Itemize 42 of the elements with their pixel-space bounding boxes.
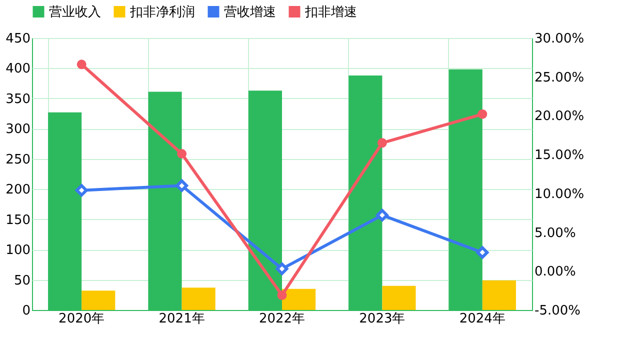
y2-tick-label: 0.00% [534,264,576,280]
x-tick-label: 2023年 [359,312,406,326]
x-tick-label: 2024年 [459,312,506,326]
point [75,184,88,197]
y-tick-label: 50 [14,273,30,288]
y-tick-label: 450 [6,32,30,46]
x-tick-label: 2021年 [158,312,205,326]
point [277,290,287,300]
point [177,149,187,159]
point [76,60,86,70]
y-tick-label: 200 [6,182,30,198]
point [376,208,388,222]
y2-tick-label: 25.00% [534,70,584,86]
y-tick-label: 400 [6,62,30,77]
x-tick-label: 2020年 [58,312,105,326]
legend-label: 营收增速 [224,4,276,20]
y2-tick-label: 5.00% [534,226,576,241]
y2-tick-label: 30.00% [534,32,584,46]
bar [82,290,116,310]
y2-tick-label: 10.00% [534,186,584,202]
legend-label: 扣非净利润 [129,4,195,20]
point [176,179,188,192]
y-tick-label: 150 [6,212,30,228]
legend-label: 营业收入 [49,4,101,20]
y-tick-label: 350 [6,92,30,107]
legend-label: 扣非增速 [304,4,357,20]
bar [382,286,416,310]
bar [182,288,216,310]
y2-tick-label: -5.00% [534,304,580,318]
bar [282,288,316,310]
x-tick-label: 2022年 [258,312,306,326]
point [377,138,387,148]
bar [482,280,516,310]
point [476,246,489,259]
y-tick-label: 250 [6,152,30,168]
y-tick-label: 0 [22,304,30,318]
y-tick-label: 300 [6,122,30,138]
y-tick-label: 100 [6,243,30,258]
point [276,262,288,276]
y2-tick-label: 15.00% [534,148,584,164]
y2-tick-label: 20.00% [534,109,584,124]
point [478,109,488,119]
